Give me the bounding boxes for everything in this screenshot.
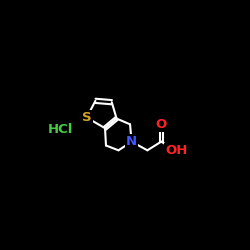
Text: HCl: HCl: [48, 123, 73, 136]
Text: O: O: [156, 118, 167, 131]
Text: OH: OH: [165, 144, 188, 158]
Text: N: N: [126, 135, 137, 148]
Text: S: S: [82, 111, 92, 124]
